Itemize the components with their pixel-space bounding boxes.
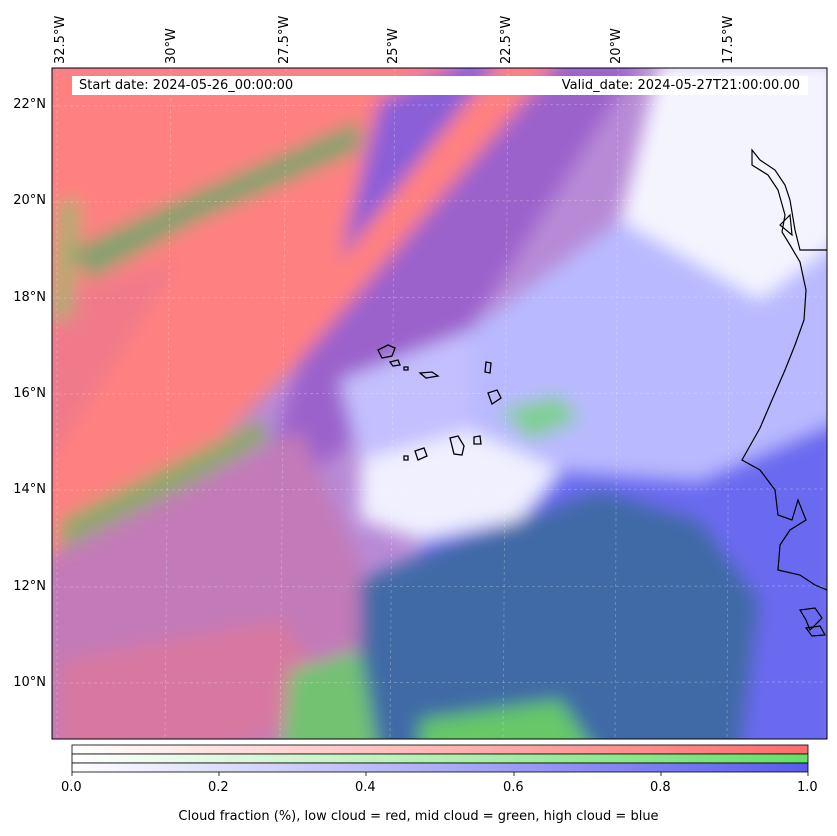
colorbar-mid-cloud-strip [71,753,809,764]
longitude-label: 25°W [386,28,401,64]
longitude-label: 20°W [609,28,624,64]
latitude-label: 12°N [13,579,46,594]
colorbar-high-cloud-strip [71,762,809,773]
longitude-label: 17.5°W [721,15,736,64]
cloud-fraction-field [52,68,827,739]
colorbar-tick-label: 0.4 [355,780,376,795]
colorbar-tick-label: 0.0 [61,780,82,795]
latitude-label: 14°N [13,482,46,497]
start-date-label: Start date: 2024-05-26_00:00:00 [79,78,294,93]
coastline [741,148,827,637]
colorbar-tick-label: 0.6 [503,780,524,795]
latitude-label: 18°N [13,290,46,305]
latitude-label: 16°N [13,386,46,401]
colorbar-tick-label: 1.0 [797,780,818,795]
map-frame [51,67,828,740]
colorbar-tick-label: 0.8 [650,780,671,795]
colorbar-caption: Cloud fraction (%), low cloud = red, mid… [178,809,659,824]
longitude-label: 30°W [164,28,179,64]
latitude-label: 20°N [13,193,46,208]
longitude-label: 27.5°W [277,15,292,64]
cape-verde-islands [377,344,502,461]
valid-date-label: Valid_date: 2024-05-27T21:00:00.00 [561,78,800,93]
latitude-label: 10°N [13,675,46,690]
longitude-label: 22.5°W [499,15,514,64]
colorbar-low-cloud-strip [71,744,809,755]
map-gridlines [52,68,827,739]
colorbar [71,744,809,776]
longitude-label: 32.5°W [53,15,68,64]
date-info-bar: Start date: 2024-05-26_00:00:00 Valid_da… [72,76,808,95]
colorbar-tick-label: 0.2 [208,780,229,795]
latitude-label: 22°N [13,97,46,112]
